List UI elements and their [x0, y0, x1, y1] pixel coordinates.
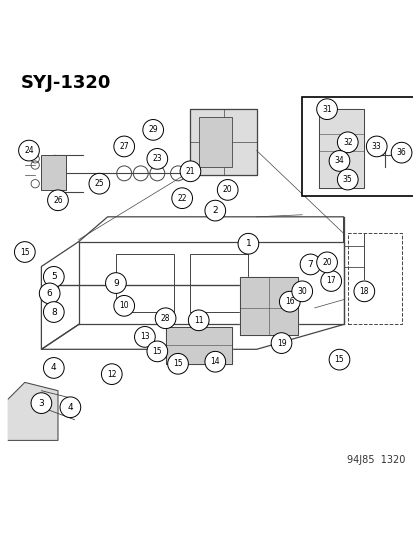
Text: 15: 15: [20, 247, 30, 256]
Text: 6: 6: [47, 289, 52, 298]
Circle shape: [155, 308, 176, 329]
Circle shape: [19, 140, 39, 161]
Circle shape: [353, 281, 374, 302]
Text: 15: 15: [173, 359, 183, 368]
Circle shape: [299, 254, 320, 275]
Circle shape: [43, 266, 64, 287]
Text: 94J85  1320: 94J85 1320: [347, 455, 405, 465]
Polygon shape: [318, 109, 363, 188]
Text: 14: 14: [210, 357, 220, 366]
Circle shape: [147, 341, 167, 362]
Text: 10: 10: [119, 301, 129, 310]
Circle shape: [328, 151, 349, 171]
Text: 9: 9: [113, 279, 119, 288]
Circle shape: [142, 119, 163, 140]
Circle shape: [39, 283, 60, 304]
Text: 36: 36: [396, 148, 406, 157]
Text: 28: 28: [161, 314, 170, 323]
Circle shape: [291, 281, 312, 302]
Circle shape: [43, 358, 64, 378]
Circle shape: [89, 173, 109, 194]
Circle shape: [147, 149, 167, 169]
Circle shape: [390, 142, 411, 163]
Circle shape: [114, 295, 134, 316]
Text: 2: 2: [212, 206, 218, 215]
Text: 19: 19: [276, 338, 286, 348]
Circle shape: [316, 252, 337, 273]
Circle shape: [217, 180, 237, 200]
Text: 7: 7: [307, 260, 313, 269]
Text: 20: 20: [321, 258, 331, 267]
Circle shape: [43, 302, 64, 322]
Text: 34: 34: [334, 156, 344, 165]
Circle shape: [31, 393, 52, 414]
Circle shape: [204, 200, 225, 221]
Polygon shape: [8, 382, 58, 440]
Circle shape: [167, 353, 188, 374]
Circle shape: [14, 241, 35, 262]
Text: 17: 17: [325, 277, 335, 286]
Text: 22: 22: [177, 193, 186, 203]
Text: 20: 20: [222, 185, 232, 195]
Circle shape: [328, 349, 349, 370]
Text: 32: 32: [342, 138, 352, 147]
Text: 1: 1: [245, 239, 251, 248]
Text: 4: 4: [51, 364, 57, 373]
Bar: [301, 97, 413, 196]
Polygon shape: [165, 327, 231, 364]
Bar: [41, 155, 66, 190]
Circle shape: [60, 397, 81, 418]
Text: 5: 5: [51, 272, 57, 281]
Text: 29: 29: [148, 125, 158, 134]
Text: 12: 12: [107, 370, 116, 378]
Circle shape: [279, 292, 299, 312]
Text: 23: 23: [152, 155, 162, 163]
Circle shape: [105, 273, 126, 293]
Circle shape: [204, 351, 225, 372]
Circle shape: [171, 188, 192, 208]
Text: 30: 30: [297, 287, 306, 296]
Text: 31: 31: [321, 104, 331, 114]
Circle shape: [366, 136, 386, 157]
Text: 35: 35: [342, 175, 352, 184]
Text: 21: 21: [185, 167, 195, 176]
Circle shape: [337, 169, 357, 190]
Text: 25: 25: [94, 179, 104, 188]
Bar: [198, 117, 231, 167]
Text: 27: 27: [119, 142, 129, 151]
Circle shape: [114, 136, 134, 157]
Circle shape: [320, 271, 341, 292]
Circle shape: [271, 333, 291, 353]
Text: 26: 26: [53, 196, 63, 205]
Circle shape: [337, 132, 357, 152]
Polygon shape: [240, 277, 297, 335]
Circle shape: [101, 364, 122, 384]
Text: 4: 4: [67, 403, 73, 412]
Text: 15: 15: [152, 347, 162, 356]
Text: SYJ-1320: SYJ-1320: [21, 74, 111, 92]
Text: 13: 13: [140, 333, 150, 341]
Text: 16: 16: [284, 297, 294, 306]
Circle shape: [237, 233, 258, 254]
Text: 24: 24: [24, 146, 34, 155]
Text: 8: 8: [51, 308, 57, 317]
Circle shape: [180, 161, 200, 182]
Circle shape: [316, 99, 337, 119]
Text: 33: 33: [371, 142, 381, 151]
Circle shape: [188, 310, 209, 330]
Polygon shape: [190, 109, 256, 175]
Circle shape: [134, 327, 155, 347]
Circle shape: [47, 190, 68, 211]
Text: 11: 11: [194, 316, 203, 325]
Text: 3: 3: [38, 399, 44, 408]
Text: 18: 18: [359, 287, 368, 296]
Text: 15: 15: [334, 355, 344, 364]
